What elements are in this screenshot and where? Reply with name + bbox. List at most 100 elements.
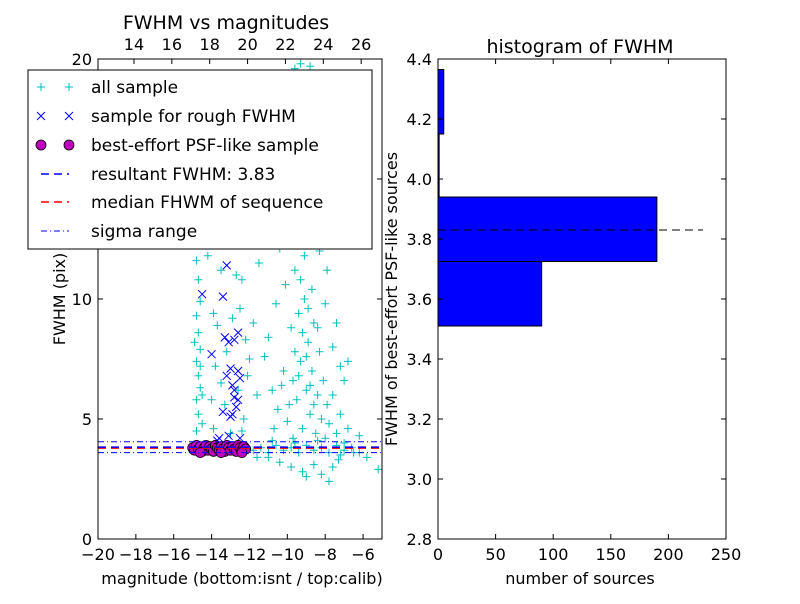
all-sample-point xyxy=(296,357,305,366)
x-tick-label: 250 xyxy=(711,545,742,564)
all-sample-point xyxy=(300,295,309,303)
all-sample-point xyxy=(334,455,343,464)
all-sample-point xyxy=(343,357,352,366)
legend-label: sample for rough FWHM xyxy=(91,107,296,127)
all-sample-point xyxy=(302,386,311,395)
top-x-tick-label: 26 xyxy=(351,35,371,54)
all-sample-point xyxy=(298,328,307,337)
all-sample-point xyxy=(241,335,250,344)
y-tick-label: 0 xyxy=(82,530,92,549)
all-sample-point xyxy=(324,419,333,428)
all-sample-point xyxy=(196,383,205,392)
all-sample-point xyxy=(313,391,322,399)
all-sample-point xyxy=(209,309,218,318)
all-sample-point xyxy=(232,271,241,279)
x-tick-label: −6 xyxy=(351,545,375,564)
rough-sample-point xyxy=(224,337,233,347)
histogram-xlabel: number of sources xyxy=(505,569,655,588)
rough-sample-point xyxy=(231,402,241,412)
all-sample-point xyxy=(306,381,315,390)
all-sample-point xyxy=(194,328,203,337)
x-tick-label: 0 xyxy=(433,545,443,564)
legend-x-icon xyxy=(64,111,74,121)
top-x-tick-label: 14 xyxy=(124,35,144,54)
y-tick-label: 4.2 xyxy=(407,110,432,129)
all-sample-point xyxy=(307,367,316,375)
all-sample-point xyxy=(307,285,316,294)
x-tick-label: −12 xyxy=(233,545,267,564)
all-sample-point xyxy=(196,297,205,306)
all-sample-point xyxy=(323,266,332,275)
all-sample-point xyxy=(254,259,263,267)
scatter-ylabel: FWHM (pix) xyxy=(50,253,69,346)
all-sample-point xyxy=(311,429,320,438)
legend-box xyxy=(27,69,373,250)
histogram-bar xyxy=(437,261,543,327)
all-sample-point xyxy=(315,347,324,356)
legend-circle-icon xyxy=(35,139,47,151)
all-sample-point xyxy=(328,463,337,471)
all-sample-point xyxy=(192,311,201,320)
all-sample-point xyxy=(323,400,332,409)
all-sample-point xyxy=(317,470,326,479)
x-tick-label: −16 xyxy=(157,545,191,564)
legend: all sample sample for rough FWHM best-ef… xyxy=(27,69,373,250)
all-sample-point xyxy=(273,405,282,414)
all-sample-point xyxy=(302,472,311,481)
rough-sample-point xyxy=(229,393,239,402)
all-sample-point xyxy=(196,362,205,371)
all-sample-point xyxy=(217,266,226,275)
all-sample-point xyxy=(192,427,201,435)
all-sample-point xyxy=(281,280,290,289)
all-sample-point xyxy=(298,467,307,476)
all-sample-point xyxy=(328,391,337,399)
scatter-xlabel: magnitude (bottom:isnt / top:calib) xyxy=(101,569,382,588)
y-tick-label: 3.8 xyxy=(407,230,432,249)
all-sample-point xyxy=(302,352,311,361)
all-sample-point xyxy=(321,434,330,443)
all-sample-point xyxy=(249,319,258,327)
rough-sample-point xyxy=(197,289,207,299)
top-x-tick-label: 20 xyxy=(237,35,257,54)
y-tick-label: 5 xyxy=(82,410,92,429)
all-sample-point xyxy=(336,410,345,419)
legend-x-icon xyxy=(36,111,46,121)
y-tick-label: 3.4 xyxy=(407,350,432,369)
all-sample-point xyxy=(292,395,301,404)
scatter-panel: FWHM vs magnitudes magnitude (bottom:isn… xyxy=(50,12,383,588)
rough-sample-point xyxy=(235,373,245,383)
all-sample-point xyxy=(294,309,303,318)
all-sample-point xyxy=(234,386,243,395)
rough-sample-point xyxy=(229,335,239,345)
x-tick-label: −18 xyxy=(119,545,153,564)
all-sample-point xyxy=(213,321,222,330)
rough-sample-point xyxy=(207,349,216,359)
all-sample-point xyxy=(268,436,277,445)
x-tick-label: 50 xyxy=(485,545,505,564)
rough-sample-point xyxy=(218,292,228,301)
all-sample-point xyxy=(285,400,294,409)
all-sample-point xyxy=(289,434,298,443)
all-sample-point xyxy=(194,371,203,380)
all-sample-point xyxy=(237,427,246,435)
all-sample-point xyxy=(239,415,248,423)
all-sample-point xyxy=(192,357,201,366)
rough-sample-point xyxy=(233,328,243,337)
all-sample-point xyxy=(362,453,371,462)
all-sample-point xyxy=(317,415,326,423)
histogram-bar xyxy=(437,69,445,135)
rough-sample-point xyxy=(233,366,243,376)
all-sample-point xyxy=(243,371,252,380)
all-sample-point xyxy=(217,379,226,387)
all-sample-point xyxy=(192,256,201,265)
y-tick-label: 4.0 xyxy=(407,170,432,189)
histogram-title: histogram of FWHM xyxy=(486,36,673,58)
legend-circle-icon xyxy=(63,139,75,151)
x-tick-label: −10 xyxy=(270,545,304,564)
all-sample-point xyxy=(190,338,199,347)
histogram-ylabel: FWHM of best-effort PSF-like sources xyxy=(382,152,401,446)
all-sample-point xyxy=(211,362,220,371)
all-sample-point xyxy=(264,333,273,342)
all-sample-point xyxy=(287,323,296,332)
all-sample-point xyxy=(294,371,303,380)
